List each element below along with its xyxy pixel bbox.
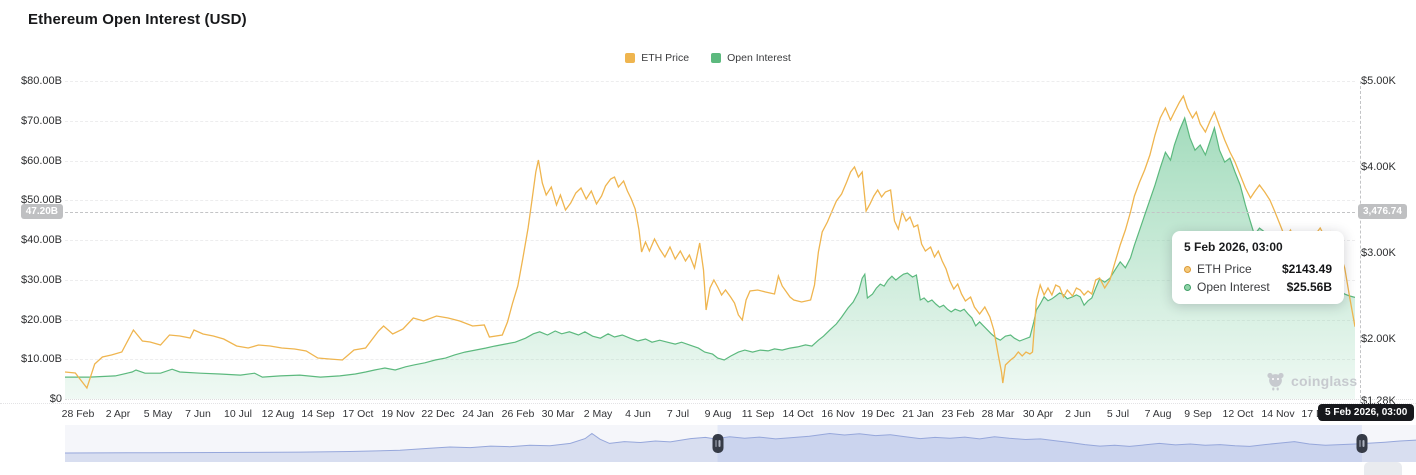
x-axis-tick: 9 Aug bbox=[704, 408, 732, 420]
tooltip-date: 5 Feb 2026, 03:00 bbox=[1184, 240, 1283, 254]
legend-label: ETH Price bbox=[641, 52, 690, 64]
x-axis-tick: 12 Aug bbox=[261, 408, 295, 420]
left-axis-label: $0 bbox=[49, 393, 62, 405]
tooltip-value: $25.56B bbox=[1286, 280, 1332, 294]
open-interest-area bbox=[65, 118, 1355, 399]
crosshair-date-badge: 5 Feb 2026, 03:00 bbox=[1318, 404, 1415, 421]
x-axis-tick: 2 Apr bbox=[105, 408, 131, 420]
x-axis-tick: 16 Nov bbox=[821, 408, 855, 420]
navigator-left-handle[interactable] bbox=[712, 434, 724, 453]
x-axis-tick: 14 Oct bbox=[782, 408, 814, 420]
x-axis-tick: 22 Dec bbox=[421, 408, 455, 420]
x-axis-tick: 7 Aug bbox=[1144, 408, 1172, 420]
eth-price-dot-icon bbox=[1184, 265, 1191, 273]
tooltip-row-open-interest: Open Interest $25.56B bbox=[1184, 280, 1332, 294]
x-axis-tick: 2 May bbox=[583, 408, 613, 420]
legend-label: Open Interest bbox=[727, 52, 791, 64]
left-axis-label: $60.00B bbox=[21, 154, 62, 167]
watermark-text: coinglass bbox=[1291, 373, 1358, 389]
x-axis-tick: 17 Oct bbox=[342, 408, 374, 420]
right-axis-label: $5.00K bbox=[1361, 75, 1396, 87]
crosshair-left-value-badge: 47.20B bbox=[20, 204, 63, 219]
legend: ETH Price Open Interest bbox=[0, 52, 1416, 64]
left-axis-label: $10.00B bbox=[21, 353, 62, 366]
left-axis-label: $30.00B bbox=[21, 273, 62, 286]
crosshair-vertical-line bbox=[1360, 81, 1361, 403]
gridline bbox=[65, 279, 1355, 281]
x-axis-tick: 10 Jul bbox=[223, 408, 253, 420]
crosshair-right-value-badge: 3,476.74 bbox=[1358, 204, 1407, 219]
gridline bbox=[65, 81, 1355, 82]
x-axis-tick: 11 Sep bbox=[741, 408, 775, 420]
x-axis-tick: 5 May bbox=[143, 408, 173, 420]
navigator-area bbox=[65, 433, 1416, 462]
x-axis-tick: 30 Mar bbox=[541, 408, 575, 420]
x-axis-tick: 7 Jul bbox=[666, 408, 690, 420]
gridline bbox=[65, 120, 1355, 122]
gridline bbox=[65, 160, 1355, 162]
left-axis-label: $20.00B bbox=[21, 313, 62, 326]
x-axis-tick: 14 Sep bbox=[301, 408, 335, 420]
x-axis-tick: 28 Feb bbox=[61, 408, 95, 420]
x-axis-tick: 28 Mar bbox=[981, 408, 1015, 420]
main-chart-canvas[interactable] bbox=[65, 81, 1355, 401]
x-axis-tick: 23 Feb bbox=[941, 408, 975, 420]
page-title: Ethereum Open Interest (USD) bbox=[28, 11, 247, 28]
coinglass-watermark: coinglass bbox=[1266, 371, 1357, 391]
x-axis-tick: 21 Jan bbox=[902, 408, 934, 420]
x-axis-tick: 24 Jan bbox=[462, 408, 494, 420]
eth-price-swatch-icon bbox=[625, 53, 636, 63]
crosshair-horizontal-line bbox=[65, 212, 1355, 213]
x-axis-tick: 30 Apr bbox=[1022, 408, 1054, 420]
gridline bbox=[65, 200, 1355, 202]
legend-item-eth-price[interactable]: ETH Price bbox=[625, 52, 689, 64]
x-axis-tick: 26 Feb bbox=[501, 408, 535, 420]
x-axis-tick: 9 Sep bbox=[1184, 408, 1212, 420]
left-axis-label: $70.00B bbox=[21, 114, 62, 127]
tooltip: 5 Feb 2026, 03:00 ETH Price $2143.49 Ope… bbox=[1172, 231, 1344, 304]
open-interest-line bbox=[65, 116, 1355, 378]
x-axis-tick: 7 Jun bbox=[185, 408, 211, 420]
x-axis-tick: 5 Jul bbox=[1106, 408, 1130, 420]
left-axis-label: $80.00B bbox=[21, 75, 62, 87]
coinglass-bear-icon bbox=[1267, 372, 1284, 391]
gridline bbox=[65, 240, 1355, 241]
navigator-right-handle[interactable] bbox=[1356, 434, 1368, 453]
legend-item-open-interest[interactable]: Open Interest bbox=[711, 52, 791, 64]
tooltip-label: Open Interest bbox=[1197, 280, 1270, 294]
x-axis-tick: 2 Jun bbox=[1065, 408, 1091, 420]
corner-chip[interactable] bbox=[1364, 462, 1402, 475]
x-axis-tick: 12 Oct bbox=[1222, 408, 1254, 420]
left-axis-label: $40.00B bbox=[21, 234, 62, 246]
right-axis-label: $4.00K bbox=[1361, 161, 1396, 174]
open-interest-swatch-icon bbox=[711, 53, 722, 63]
x-axis-tick: 19 Dec bbox=[861, 408, 895, 420]
open-interest-dot-icon bbox=[1184, 283, 1191, 291]
x-axis: 28 Feb 2 Apr 5 May 7 Jun 10 Jul 12 Aug 14 Sep 1… bbox=[0, 403, 1416, 422]
left-axis-label: $50.00B bbox=[21, 194, 62, 207]
eth-price-line bbox=[65, 94, 1355, 390]
tooltip-label: ETH Price bbox=[1197, 262, 1252, 276]
right-axis-label: $2.00K bbox=[1361, 333, 1396, 346]
tooltip-row-eth-price: ETH Price $2143.49 bbox=[1184, 262, 1332, 276]
right-axis-label: $3.00K bbox=[1361, 247, 1396, 260]
gridline bbox=[65, 319, 1355, 321]
navigator-line bbox=[65, 432, 1416, 454]
gridline bbox=[65, 399, 1413, 400]
tooltip-value: $2143.49 bbox=[1281, 262, 1332, 276]
range-navigator[interactable] bbox=[65, 425, 1416, 462]
x-axis-tick: 14 Nov bbox=[1261, 408, 1295, 420]
x-axis-tick: 19 Nov bbox=[381, 408, 415, 420]
x-axis-tick: 4 Jun bbox=[625, 408, 651, 420]
